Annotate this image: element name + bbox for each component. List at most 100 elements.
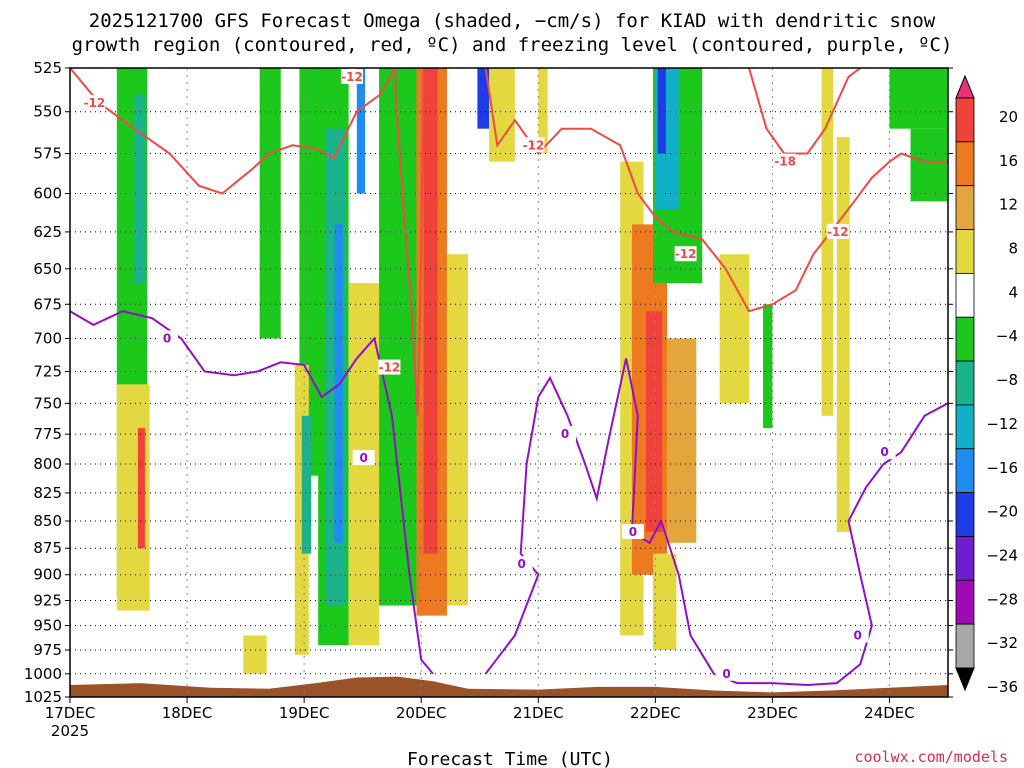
contour-label: -12 (341, 70, 363, 84)
colorbar-label: −32 (986, 634, 1018, 652)
contour-lines: -12 -12 -12 -12 -12 -18 -12 0 0 0 0 0 0 0 0 (69, 67, 949, 687)
colorbar-segment (955, 404, 975, 450)
colorbar: 20 16 12 8 4 −4 −8 −12 −16 −20 −24 −28 −32 −36 (955, 74, 1018, 696)
contour-label: 0 (629, 525, 637, 539)
y-tick-label: 550 (33, 103, 62, 121)
contour-label-bg (155, 330, 178, 346)
terrain-area (70, 676, 948, 697)
colorbar-segment (955, 579, 975, 625)
y-tick-label: 950 (33, 617, 62, 635)
colorbar-segment (955, 316, 975, 362)
contour-line-0 (69, 67, 397, 195)
omega-region-31 (821, 68, 834, 416)
omega-region-14 (379, 68, 417, 606)
x-tick-label: 20DEC (396, 704, 447, 722)
y-tick-label: 925 (33, 591, 62, 609)
contour-label: 0 (163, 331, 171, 345)
contour-line-5 (484, 358, 949, 687)
y-tick-label: 1025 (24, 688, 62, 706)
contour-label: -18 (774, 155, 796, 169)
x-tick-label: 22DEC (630, 704, 681, 722)
y-tick-label: 525 (33, 59, 62, 77)
omega-region-30 (763, 304, 773, 429)
contour-label-bg (378, 359, 401, 375)
colorbar-label: 16 (999, 152, 1018, 170)
contour-label: -12 (827, 225, 849, 239)
colorbar-label: 12 (999, 196, 1018, 214)
omega-region-25 (652, 553, 677, 650)
contour-label-bg (510, 556, 533, 572)
chart-title-line-1: 2025121700 GFS Forecast Omega (shaded, −… (89, 10, 936, 32)
omega-region-8 (301, 415, 312, 554)
contour-label: 0 (359, 451, 367, 465)
contour-label: 0 (561, 427, 569, 441)
colorbar-label: −36 (986, 678, 1018, 696)
y-tick-label: 800 (33, 455, 62, 473)
contour-label: 0 (518, 557, 526, 571)
contour-label-bg (826, 223, 849, 239)
contour-line-1 (394, 67, 425, 416)
contour-label-bg (554, 426, 577, 442)
y-tick-label: 575 (33, 145, 62, 163)
contour-label: 0 (722, 667, 730, 681)
contour-label-bg (715, 665, 738, 681)
contour-label: -12 (675, 247, 697, 261)
x-tick-year-label: 2025 (51, 722, 89, 740)
colorbar-label: 8 (1008, 240, 1018, 258)
y-tick-label: 625 (33, 223, 62, 241)
colorbar-label: −8 (996, 371, 1018, 389)
colorbar-segment (955, 536, 975, 581)
x-axis-label: Forecast Time (UTC) (407, 749, 613, 768)
omega-region-3 (259, 68, 281, 339)
contour-line-4 (69, 310, 434, 675)
y-tick-label: 825 (33, 484, 62, 502)
x-tick-label: 19DEC (279, 704, 330, 722)
contour-label-bg (83, 95, 106, 111)
colorbar-segment (955, 97, 975, 143)
colorbar-segment (955, 272, 975, 318)
omega-region-5 (137, 428, 145, 549)
y-tick-label: 975 (33, 641, 62, 659)
y-tick-label: 1000 (24, 665, 62, 683)
colorbar-label: 20 (999, 108, 1018, 126)
contour-label: -12 (523, 138, 545, 152)
colorbar-label: −20 (986, 503, 1018, 521)
y-tick-label: 675 (33, 295, 62, 313)
x-tick-label: 24DEC (864, 704, 915, 722)
omega-region-28 (657, 68, 666, 154)
contour-line-3 (748, 67, 861, 155)
y-tick-label: 775 (33, 425, 62, 443)
omega-region-32 (836, 137, 850, 532)
colorbar-segment (955, 492, 975, 537)
contour-label: -12 (379, 361, 401, 375)
contour-label-bg (522, 137, 545, 153)
colorbar-segment (955, 360, 975, 406)
grid-lines (70, 68, 948, 697)
contour-label-bg (674, 246, 697, 262)
colorbar-label: −28 (986, 590, 1018, 608)
colorbar-label: −24 (986, 546, 1018, 564)
contour-label: 0 (880, 445, 888, 459)
y-tick-label: 850 (33, 512, 62, 530)
omega-region-16 (423, 68, 438, 554)
colorbar-top-arrow (955, 74, 975, 99)
omega-region-2 (243, 635, 267, 674)
omega-region-34 (910, 128, 948, 202)
contour-line-2 (484, 67, 948, 313)
x-tick-label: 21DEC (513, 704, 564, 722)
chart-title-line-2: growth region (contoured, red, ºC) and f… (72, 34, 953, 56)
y-tick-label: 600 (33, 185, 62, 203)
y-tick-label: 650 (33, 260, 62, 278)
omega-region-17 (446, 254, 469, 606)
contour-label-bg (621, 523, 644, 539)
y-tick-label: 875 (33, 539, 62, 557)
plot-frame (69, 67, 949, 698)
contour-label-bg (873, 444, 896, 460)
colorbar-segment (955, 448, 975, 494)
contour-label-bg (352, 450, 375, 466)
colorbar-label: −16 (986, 459, 1018, 477)
y-tick-label: 750 (33, 394, 62, 412)
omega-region-13 (356, 68, 366, 194)
colorbar-label: 4 (1008, 283, 1018, 301)
